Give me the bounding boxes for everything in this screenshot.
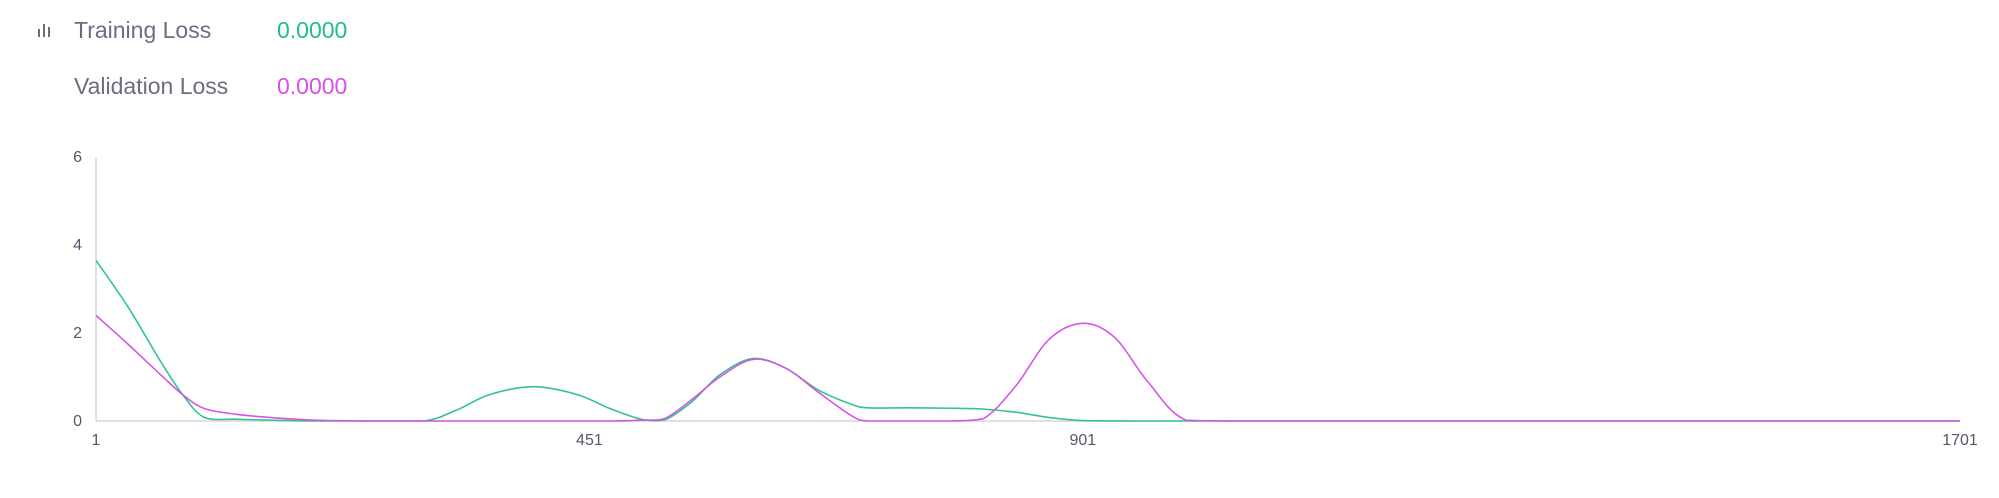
legend-row-validation: Validation Loss 0.0000 <box>36 68 347 104</box>
chart-legend: Training Loss 0.0000 Validation Loss 0.0… <box>36 12 347 124</box>
x-tick-label: 1 <box>92 432 101 449</box>
x-tick-label: 451 <box>576 432 603 449</box>
training-loss-line <box>95 259 1960 422</box>
bar-chart-icon-graphic <box>38 24 50 37</box>
validation-loss-value: 0.0000 <box>277 72 348 99</box>
y-tick-label: 6 <box>73 149 82 166</box>
y-tick-label: 4 <box>73 237 82 254</box>
y-tick-label: 0 <box>73 413 82 430</box>
legend-row-training: Training Loss 0.0000 <box>36 12 347 48</box>
validation-loss-line <box>95 314 1960 422</box>
bar-chart-icon[interactable] <box>36 20 60 40</box>
y-tick-label: 2 <box>73 325 82 342</box>
validation-loss-label: Validation Loss <box>74 72 229 99</box>
training-loss-value: 0.0000 <box>277 16 348 43</box>
x-tick-label: 901 <box>1069 432 1096 449</box>
x-tick-label: 1701 <box>1942 432 1978 449</box>
training-loss-label: Training Loss <box>74 16 212 43</box>
